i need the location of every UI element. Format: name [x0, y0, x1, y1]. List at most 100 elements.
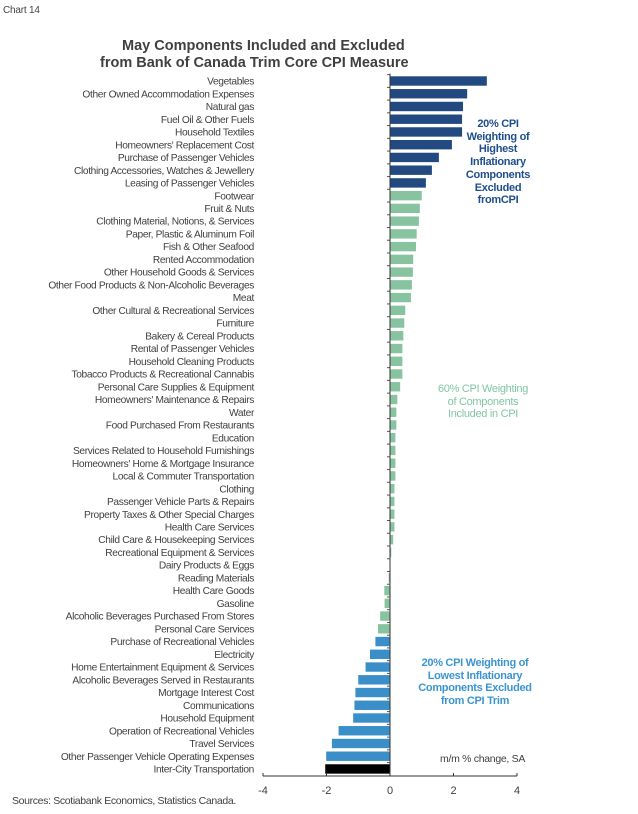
category-label: Education — [212, 433, 254, 444]
category-label: Fish & Other Seafood — [163, 242, 255, 253]
category-label: Electricity — [214, 650, 255, 661]
bar — [338, 726, 390, 736]
category-label: Tobacco Products & Recreational Cannabis — [71, 370, 254, 381]
annotation-line: Inflationary — [470, 156, 526, 169]
category-label: Fruit & Nuts — [204, 204, 254, 215]
bar — [354, 700, 390, 710]
chart-number: Chart 14 — [3, 5, 40, 16]
chart-title-line-2: from Bank of Canada Trim Core CPI Measur… — [100, 55, 409, 71]
bar — [390, 509, 395, 519]
bar — [390, 101, 464, 112]
category-label: Recreational Equipment & Services — [105, 548, 254, 559]
annotation-lowest-excluded: 20% CPI Weighting of Lowest Inflationary C… — [410, 657, 540, 708]
annotation-line: fromCPI — [477, 194, 519, 207]
bar — [390, 433, 396, 443]
category-label: Homeowners' Replacement Cost — [115, 140, 254, 151]
x-tick-label: -4 — [258, 785, 268, 797]
x-tick-label: 2 — [450, 785, 456, 797]
bar — [390, 140, 452, 150]
category-label: Passenger Vehicle Parts & Repairs — [107, 497, 254, 508]
bar — [390, 318, 405, 328]
category-label: Inter-City Transportation — [153, 765, 254, 776]
category-label: Property Taxes & Other Special Charges — [84, 510, 254, 521]
bar — [390, 407, 397, 417]
category-label: Other Household Goods & Services — [104, 268, 254, 279]
bar — [390, 216, 419, 226]
category-label: Other Cultural & Recreational Services — [92, 306, 254, 317]
x-tick-label: 0 — [387, 785, 393, 797]
category-label: Paper, Plastic & Aluminum Foil — [126, 229, 254, 240]
category-label: Homeowners' Maintenance & Repairs — [95, 395, 254, 406]
category-label: Water — [229, 408, 255, 419]
category-label: Communications — [183, 701, 254, 712]
category-label: Health Care Goods — [173, 586, 255, 597]
units-label: m/m % change, SA — [440, 753, 526, 765]
category-label: Health Care Services — [165, 523, 255, 534]
bar — [390, 522, 395, 532]
bar — [390, 114, 463, 124]
bar — [390, 89, 468, 99]
category-label: Operation of Recreational Vehicles — [109, 726, 254, 737]
category-label: Other Owned Accommodation Expenses — [82, 89, 254, 100]
category-label: Household Cleaning Products — [129, 357, 255, 368]
category-label: Personal Care Supplies & Equipment — [98, 382, 255, 393]
axes-group: -4 -2 0 2 4 — [258, 73, 520, 797]
chart-title: May Components Included and Excluded fro… — [0, 38, 638, 72]
annotation-line: 20% CPI — [477, 118, 519, 130]
category-label: Child Care & Housekeeping Services — [98, 535, 254, 546]
bar — [390, 394, 398, 405]
annotation-line: from CPI Trim — [440, 695, 510, 708]
bar — [390, 241, 417, 252]
category-label: Household Equipment — [160, 714, 254, 725]
category-label: Leasing of Passenger Vehicles — [125, 179, 254, 190]
bar — [390, 534, 394, 545]
annotation-line: Highest — [478, 143, 518, 156]
annotation-line: Included in CPI — [447, 408, 519, 421]
annotation-line: Excluded — [474, 181, 522, 194]
bar — [390, 280, 412, 290]
category-label: Travel Services — [189, 739, 254, 750]
category-label: Rented Accommodation — [153, 255, 254, 266]
bar — [390, 331, 404, 341]
category-label: Mortgage Interest Cost — [158, 688, 254, 699]
bar — [390, 343, 403, 354]
bar — [390, 471, 396, 481]
category-label: Other Passenger Vehicle Operating Expens… — [61, 752, 254, 763]
bar — [326, 751, 390, 761]
bar — [355, 687, 390, 698]
bar — [390, 178, 426, 188]
bar — [390, 445, 396, 456]
bar — [365, 662, 390, 672]
category-label: Reading Materials — [178, 573, 254, 584]
annotation-line: Lowest Inflationary — [427, 669, 523, 682]
category-label: Footwear — [214, 191, 255, 202]
bar — [390, 190, 422, 201]
category-label: Gasoline — [217, 599, 255, 610]
bar — [390, 382, 401, 392]
category-label: Alcoholic Beverages Purchased From Store… — [66, 612, 255, 623]
bar — [390, 165, 432, 175]
bar — [390, 203, 420, 214]
category-label: Food Purchased From Restaurants — [106, 421, 255, 432]
bar — [384, 585, 390, 596]
category-label: Household Textiles — [175, 128, 254, 139]
category-label: Rental of Passenger Vehicles — [131, 344, 255, 355]
category-label: Other Food Products & Non-Alcoholic Beve… — [48, 280, 254, 291]
bar — [377, 624, 390, 634]
x-tick-label: 4 — [514, 785, 520, 797]
category-label: Natural gas — [206, 102, 255, 113]
chart-title-line-1: May Components Included and Excluded — [122, 38, 405, 54]
category-label: Personal Care Services — [155, 624, 255, 635]
bar — [380, 611, 390, 621]
annotation-line: Components — [465, 168, 531, 181]
bar — [390, 229, 417, 239]
bar — [390, 292, 411, 303]
bar — [390, 267, 413, 277]
category-label: Alcoholic Beverages Served in Restaurant… — [72, 675, 254, 686]
category-label: Vegetables — [207, 77, 254, 88]
bar — [390, 420, 397, 430]
bar — [388, 573, 390, 583]
category-label: Purchase of Recreational Vehicles — [110, 637, 254, 648]
